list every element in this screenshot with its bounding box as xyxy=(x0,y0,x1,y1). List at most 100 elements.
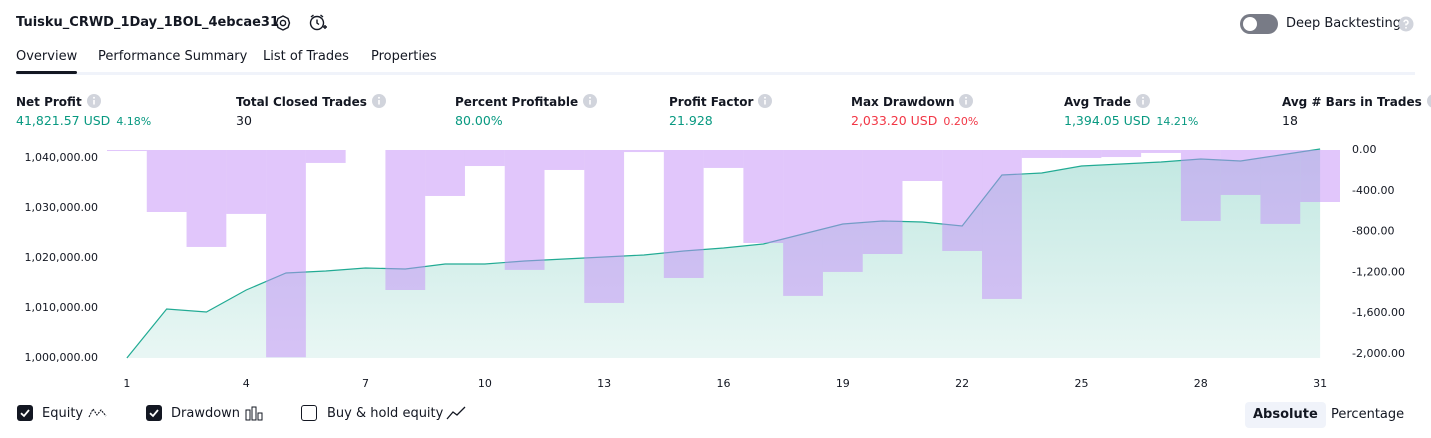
x-tick-label: 28 xyxy=(1194,377,1208,390)
drawdown-bar xyxy=(1101,150,1142,158)
drawdown-bar xyxy=(544,150,585,170)
x-tick-label: 1 xyxy=(123,377,130,390)
metric-label: Percent Profitable xyxy=(455,94,598,109)
metric-value: 30 xyxy=(236,113,252,128)
x-tick-label: 7 xyxy=(362,377,369,390)
info-icon[interactable] xyxy=(86,94,101,108)
y2-tick-label: -800.00 xyxy=(1352,225,1394,238)
metric-value: 41,821.57 USD 4.18% xyxy=(16,113,151,128)
equity-line xyxy=(126,148,1321,359)
drawdown-bar xyxy=(266,150,306,358)
legend-glyph xyxy=(245,406,263,421)
legend-label[interactable]: Buy & hold equity xyxy=(327,406,444,421)
drawdown-bar xyxy=(1141,150,1181,153)
checkbox[interactable] xyxy=(301,405,317,421)
scale-button[interactable]: Absolute xyxy=(1245,402,1326,428)
check-mark xyxy=(20,409,30,418)
drawdown-bar xyxy=(504,150,545,270)
metric-value-text: 18 xyxy=(1282,113,1298,128)
strategy-title: Tuisku_CRWD_1Day_1BOL_4ebcae31 xyxy=(16,15,279,30)
info-icon[interactable] xyxy=(371,94,386,108)
y-tick-label: 1,030,000.00 xyxy=(25,201,98,214)
info-icon[interactable] xyxy=(758,94,773,108)
legend-icon xyxy=(446,405,466,425)
drawdown-bar xyxy=(1220,150,1261,195)
y-tick-label: 1,010,000.00 xyxy=(25,301,98,314)
legend-label[interactable]: Equity xyxy=(42,406,84,421)
y-tick-label: 1,020,000.00 xyxy=(25,251,98,264)
scale-button[interactable]: Percentage xyxy=(1331,407,1405,422)
x-tick-label: 10 xyxy=(478,377,492,390)
metric-value: 21.928 xyxy=(669,113,713,128)
drawdown-bar xyxy=(226,150,267,214)
y2-tick-label: 0.00 xyxy=(1352,143,1377,156)
x-tick-label: 4 xyxy=(243,377,250,390)
tab[interactable]: Performance Summary xyxy=(98,49,248,64)
info-icon[interactable] xyxy=(959,94,974,108)
y2-tick-label: -2,000.00 xyxy=(1352,347,1405,360)
metric-label: Net Profit xyxy=(16,94,101,109)
metric-label: Avg # Bars in Trades xyxy=(1282,94,1431,109)
info-icon[interactable] xyxy=(583,94,598,108)
drawdown-bar xyxy=(942,150,983,251)
y2-tick-label: -400.00 xyxy=(1352,184,1394,197)
tab[interactable]: Overview xyxy=(16,49,78,64)
info-icon[interactable] xyxy=(1426,94,1431,108)
legend-icon xyxy=(245,405,265,425)
drawdown-bar xyxy=(982,150,1022,299)
tab-divider xyxy=(16,72,1415,75)
drawdown-bar xyxy=(783,150,823,296)
y-tick-label: 1,040,000.00 xyxy=(25,151,98,164)
drawdown-bar xyxy=(305,150,346,163)
metric-value-text: 1,394.05 USD xyxy=(1064,113,1151,128)
metric-value: 1,394.05 USD 14.21% xyxy=(1064,113,1198,128)
deep-backtesting-toggle[interactable] xyxy=(1240,14,1278,34)
info-icon[interactable] xyxy=(1136,94,1151,108)
metric-percent: 0.20% xyxy=(943,115,979,128)
alert-icon[interactable] xyxy=(308,13,328,33)
metric-value: 80.00% xyxy=(455,113,503,128)
drawdown-bar xyxy=(186,150,227,247)
drawdown-bar xyxy=(385,150,426,290)
tab[interactable]: List of Trades xyxy=(263,49,349,64)
deep-backtesting-label: Deep Backtesting xyxy=(1286,16,1402,31)
drawdown-bar xyxy=(902,150,943,181)
y2-tick-label: -1,200.00 xyxy=(1352,265,1405,278)
drawdown-bar xyxy=(1300,150,1340,202)
drawdown-bar xyxy=(107,150,147,152)
checkbox[interactable] xyxy=(146,405,162,421)
help-icon[interactable] xyxy=(1398,16,1414,32)
x-tick-label: 22 xyxy=(955,377,969,390)
drawdown-bar xyxy=(703,150,744,168)
settings-icon[interactable] xyxy=(274,14,292,32)
y2-tick-label: -1,600.00 xyxy=(1352,306,1405,319)
metric-label: Max Drawdown xyxy=(851,94,974,109)
drawdown-bar xyxy=(822,150,863,272)
legend-icon xyxy=(88,405,108,425)
metric-value-text: 80.00% xyxy=(455,113,503,128)
drawdown-bar xyxy=(624,150,664,153)
drawdown-bar xyxy=(584,150,625,303)
metric-label: Profit Factor xyxy=(669,94,773,109)
tab[interactable]: Properties xyxy=(371,49,437,64)
metric-value-text: 21.928 xyxy=(669,113,713,128)
metric-value-text: 2,033.20 USD xyxy=(851,113,938,128)
drawdown-bar xyxy=(743,150,784,243)
metric-value: 2,033.20 USD 0.20% xyxy=(851,113,978,128)
y-tick-label: 1,000,000.00 xyxy=(25,351,98,364)
metric-label: Avg Trade xyxy=(1064,94,1151,109)
x-tick-label: 16 xyxy=(717,377,731,390)
legend-glyph xyxy=(88,407,107,418)
drawdown-bar xyxy=(663,150,704,278)
drawdown-bar xyxy=(862,150,903,254)
legend-label[interactable]: Drawdown xyxy=(171,406,241,421)
active-tab-underline xyxy=(16,71,77,74)
metric-percent: 14.21% xyxy=(1156,115,1199,128)
drawdown-bar xyxy=(1061,150,1102,158)
metric-value: 18 xyxy=(1282,113,1298,128)
metric-percent: 4.18% xyxy=(116,115,152,128)
checkbox[interactable] xyxy=(17,405,33,421)
metric-label: Total Closed Trades xyxy=(236,94,386,109)
